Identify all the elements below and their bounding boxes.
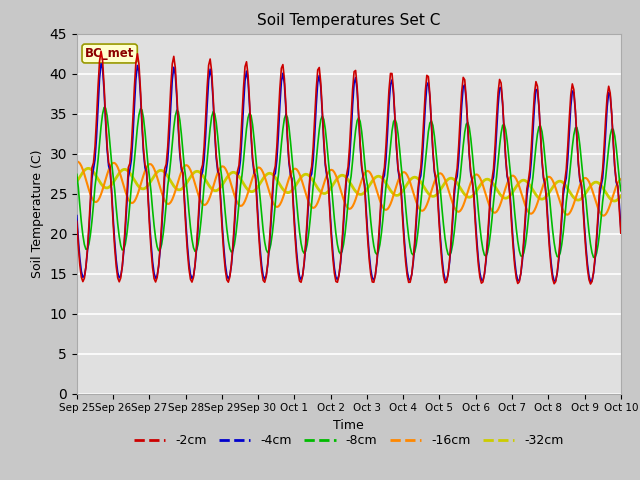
Legend: -2cm, -4cm, -8cm, -16cm, -32cm: -2cm, -4cm, -8cm, -16cm, -32cm [129, 429, 568, 452]
Y-axis label: Soil Temperature (C): Soil Temperature (C) [31, 149, 44, 278]
Text: BC_met: BC_met [85, 47, 134, 60]
X-axis label: Time: Time [333, 419, 364, 432]
Title: Soil Temperatures Set C: Soil Temperatures Set C [257, 13, 440, 28]
